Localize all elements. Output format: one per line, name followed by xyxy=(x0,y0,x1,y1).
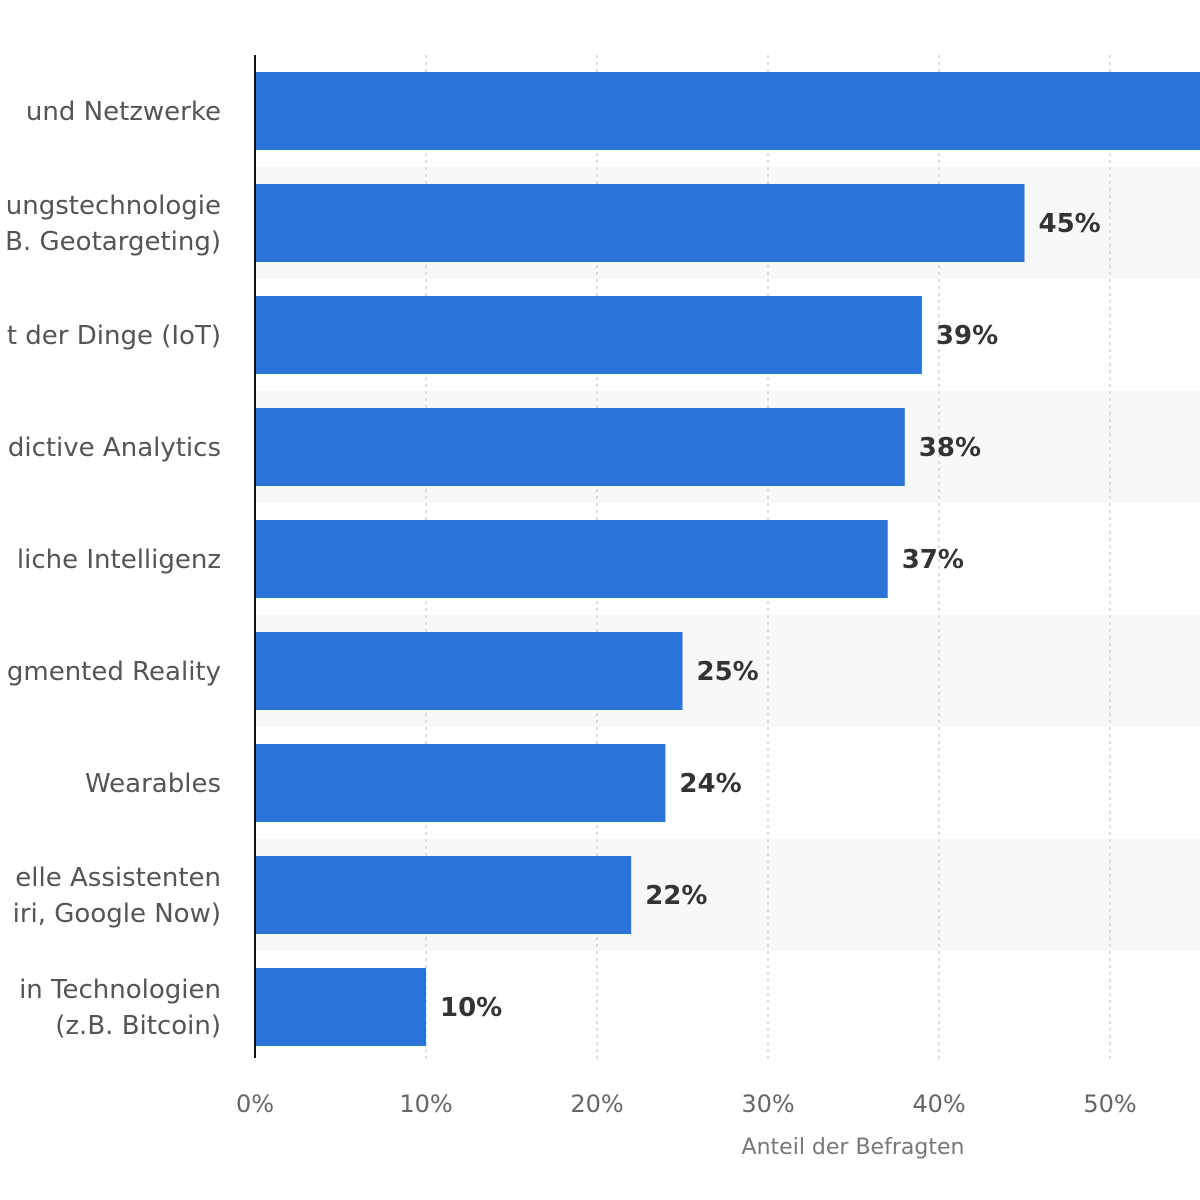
category-label: in Technologien xyxy=(19,975,221,1005)
value-label: 10% xyxy=(440,993,502,1023)
category-label: Wearables xyxy=(85,769,221,799)
value-label: 39% xyxy=(936,321,998,351)
category-label: elle Assistenten xyxy=(15,863,221,893)
bar xyxy=(255,968,426,1046)
category-label: liche Intelligenz xyxy=(17,545,221,575)
category-label: ungstechnologie xyxy=(6,191,221,221)
category-label: und Netzwerke xyxy=(26,97,221,127)
bar xyxy=(255,856,632,934)
x-axis-ticks: 0% 10% 20% 30% 40% 50% xyxy=(236,1090,1137,1118)
bar xyxy=(255,408,905,486)
bar xyxy=(255,184,1025,262)
category-label: iri, Google Now) xyxy=(13,899,221,929)
x-tick-label: 40% xyxy=(912,1090,965,1118)
value-label: 22% xyxy=(645,881,707,911)
x-tick-label: 20% xyxy=(570,1090,623,1118)
value-labels: 45% 39% 38% 37% 25% 24% 22% 10% xyxy=(440,209,1101,1023)
x-tick-label: 0% xyxy=(236,1090,274,1118)
category-label: dictive Analytics xyxy=(8,433,221,463)
bar xyxy=(255,744,666,822)
category-label: gmented Reality xyxy=(7,657,221,687)
x-tick-label: 50% xyxy=(1083,1090,1136,1118)
category-label: B. Geotargeting) xyxy=(5,227,221,257)
value-label: 25% xyxy=(697,657,759,687)
category-labels: und Netzwerke ungstechnologie B. Geotarget… xyxy=(5,97,221,1041)
x-axis-title: Anteil der Befragten xyxy=(742,1135,965,1160)
bars xyxy=(255,72,1200,1046)
value-label: 24% xyxy=(679,769,741,799)
category-label: t der Dinge (IoT) xyxy=(7,321,221,351)
bar xyxy=(255,632,683,710)
x-tick-label: 30% xyxy=(741,1090,794,1118)
value-label: 37% xyxy=(902,545,964,575)
category-label: (z.B. Bitcoin) xyxy=(55,1011,221,1041)
bar xyxy=(255,296,922,374)
bar xyxy=(255,72,1200,150)
value-label: 38% xyxy=(919,433,981,463)
x-tick-label: 10% xyxy=(399,1090,452,1118)
bar xyxy=(255,520,888,598)
value-label: 45% xyxy=(1039,209,1101,239)
